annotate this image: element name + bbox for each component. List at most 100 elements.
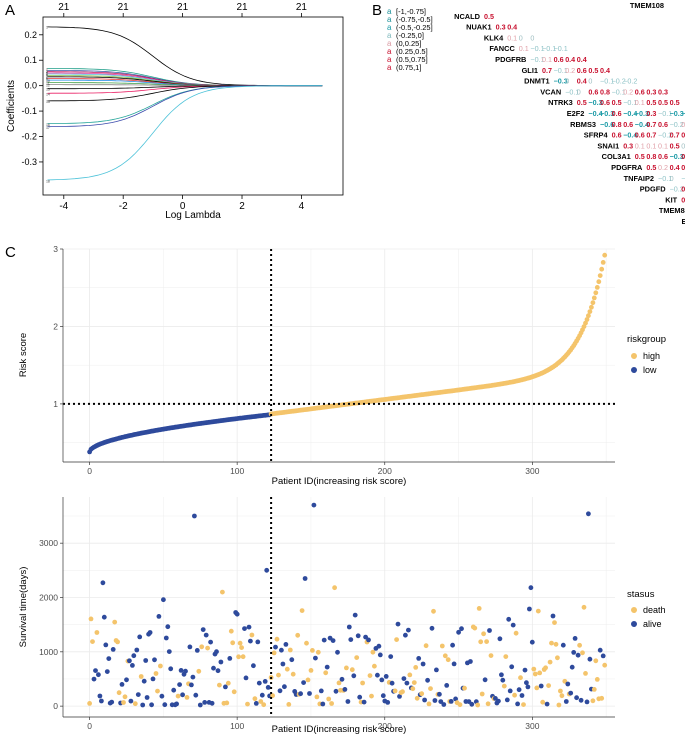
- survival-point-alive: [163, 635, 169, 641]
- survival-point-death: [308, 668, 314, 673]
- risk-point-high: [591, 295, 597, 301]
- correlation-cell: 0.2: [658, 163, 668, 172]
- correlation-cell: 0.2: [565, 66, 575, 75]
- survival-point-alive: [586, 511, 591, 517]
- gene-label: EZH2: [681, 217, 685, 226]
- correlation-cell: 0.5: [670, 98, 680, 107]
- survival-point-alive: [361, 699, 367, 705]
- legend-alive-dot: [631, 621, 637, 627]
- legend-low-label: low: [643, 365, 657, 375]
- survival-point-alive: [403, 632, 408, 638]
- survival-point-alive: [352, 612, 358, 618]
- survival-point-death: [305, 677, 311, 683]
- survival-point-alive: [401, 676, 407, 681]
- correlation-cell: −0.1: [554, 44, 568, 53]
- correlation-cell: 0: [670, 174, 674, 183]
- lasso-x-label: Log Lambda: [165, 210, 221, 221]
- survival-point-death: [217, 682, 222, 688]
- survival-point-death: [310, 648, 315, 653]
- survival-point-alive: [438, 699, 444, 704]
- survival-point-alive: [500, 677, 506, 683]
- correlation-cell: −0.1: [600, 77, 614, 86]
- survival-point-alive: [283, 642, 289, 647]
- survival-point-alive: [279, 647, 284, 653]
- survival-point-death: [518, 675, 523, 681]
- survival-point-death: [537, 670, 543, 676]
- survival-point-death: [155, 688, 160, 694]
- correlation-cell: 0.6: [681, 185, 685, 194]
- survival-point-alive: [565, 681, 571, 687]
- survival-point-alive: [215, 668, 221, 674]
- survival-point-alive: [330, 638, 336, 643]
- survival-point-death: [555, 655, 560, 661]
- correlation-cell: 0: [577, 87, 581, 96]
- survival-point-alive: [429, 625, 435, 631]
- survival-point-alive: [301, 680, 306, 685]
- panel-label-b: B: [372, 2, 382, 19]
- survival-point-death: [445, 657, 451, 663]
- survival-point-alive: [437, 691, 442, 697]
- survival-point-alive: [256, 680, 262, 686]
- survival-point-death: [439, 643, 445, 649]
- risk-point-high: [602, 252, 608, 258]
- survival-point-alive: [487, 628, 492, 633]
- survival-point-death: [270, 693, 275, 698]
- risk-point-high: [597, 273, 603, 278]
- survival-point-alive: [165, 624, 171, 630]
- survival-point-alive: [506, 616, 512, 622]
- survival-point-alive: [242, 626, 247, 631]
- survival-point-death: [88, 616, 94, 622]
- legend-range-label: (-0.75,-0.5]: [396, 15, 433, 24]
- gene-label: GLI1: [522, 66, 538, 75]
- survival-point-alive: [376, 643, 382, 649]
- survival-point-death: [326, 696, 332, 702]
- correlation-cell: 0.1: [681, 120, 685, 129]
- correlation-cell: 0.6: [600, 98, 610, 107]
- correlation-cell: −0.2: [658, 131, 672, 140]
- survival-point-death: [552, 620, 557, 625]
- correlation-cell: 0: [681, 141, 685, 150]
- lasso-top-tick-label: 21: [236, 2, 248, 13]
- legend-range-label: (0.5,0.75]: [396, 55, 428, 64]
- survival-point-alive: [156, 614, 162, 619]
- lasso-curve-label: 7: [46, 74, 48, 78]
- panel-label-c: C: [5, 244, 16, 261]
- legend-range-label: [-1,-0.75]: [396, 7, 426, 16]
- survival-point-death: [112, 619, 118, 625]
- gene-label: TMEM88: [659, 206, 685, 215]
- survival-point-alive: [509, 664, 515, 670]
- survival-point-alive: [516, 687, 522, 693]
- survival-point-alive: [161, 597, 166, 603]
- survival-point-alive: [307, 691, 312, 696]
- survival-point-alive: [141, 678, 147, 684]
- survival-point-alive: [223, 684, 228, 690]
- survival-point-death: [472, 625, 478, 631]
- survival-point-alive: [96, 672, 101, 678]
- correlation-cell: −0.1: [565, 87, 579, 96]
- correlation-cell: 0.3: [646, 87, 656, 96]
- correlation-cell: −0.2: [670, 120, 684, 129]
- survival-point-alive: [202, 700, 208, 705]
- survival-point-death: [547, 659, 553, 665]
- survival-point-alive: [126, 658, 132, 664]
- survival-point-death: [581, 604, 587, 610]
- survival-point-death: [258, 699, 264, 704]
- status-legend-title: stasus: [627, 589, 655, 600]
- correlation-cell: 0.4: [600, 66, 610, 75]
- survival-point-alive: [194, 648, 200, 653]
- survival-point-death: [237, 640, 243, 646]
- survival-x-tick-label: 300: [525, 721, 539, 731]
- gene-label: TNFAIP2: [624, 174, 654, 183]
- lasso-y-tick-label: -0.3: [21, 157, 37, 167]
- survival-point-alive: [375, 672, 380, 678]
- survival-point-alive: [348, 637, 354, 642]
- correlation-cell: 0.6: [623, 120, 633, 129]
- survival-point-alive: [333, 688, 339, 694]
- survival-point-alive: [515, 701, 520, 707]
- survival-point-alive: [119, 682, 125, 687]
- survival-point-alive: [168, 666, 174, 672]
- survival-point-death: [276, 672, 281, 678]
- survival-point-alive: [342, 687, 348, 692]
- lasso-curve-label: 6: [46, 73, 48, 77]
